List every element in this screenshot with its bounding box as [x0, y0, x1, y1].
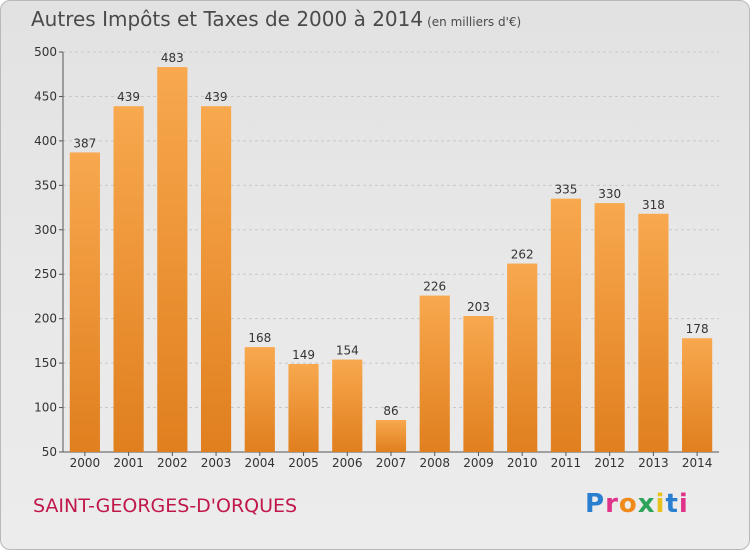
bar-value-label: 154 — [336, 344, 359, 358]
chart-title-text: Autres Impôts et Taxes de 2000 à 2014 — [31, 7, 424, 31]
bar — [682, 338, 713, 452]
bar-value-label: 203 — [467, 300, 490, 314]
y-tick-label: 150 — [34, 356, 57, 370]
bar — [113, 106, 144, 452]
x-tick-label: 2013 — [638, 456, 669, 470]
y-tick-label: 200 — [34, 312, 57, 326]
y-tick-label: 500 — [34, 45, 57, 59]
x-tick-label: 2006 — [332, 456, 363, 470]
bar-value-label: 483 — [161, 51, 184, 65]
bar — [638, 213, 669, 452]
bar-value-label: 149 — [292, 348, 315, 362]
bar-value-label: 335 — [554, 183, 577, 197]
x-tick-label: 2003 — [201, 456, 232, 470]
bar — [332, 359, 363, 452]
bar-value-label: 439 — [205, 90, 228, 104]
bar-value-label: 387 — [73, 136, 96, 150]
y-tick-label: 100 — [34, 401, 57, 415]
bar-value-label: 330 — [598, 187, 621, 201]
bar-value-label: 178 — [686, 322, 709, 336]
chart-title: Autres Impôts et Taxes de 2000 à 2014 (en… — [31, 7, 521, 31]
bar-value-label: 86 — [383, 404, 398, 418]
x-tick-label: 2012 — [594, 456, 625, 470]
x-tick-label: 2004 — [245, 456, 276, 470]
bar-value-label: 168 — [248, 331, 271, 345]
bar — [594, 203, 625, 452]
bar — [69, 152, 100, 452]
x-tick-label: 2011 — [551, 456, 582, 470]
x-tick-label: 2005 — [288, 456, 319, 470]
bar — [375, 420, 407, 452]
bar — [157, 67, 188, 452]
proxiti-logo: Proxiti — [585, 489, 689, 519]
bar — [200, 106, 232, 452]
bar — [288, 364, 319, 452]
commune-name: SAINT-GEORGES-D'ORQUES — [33, 495, 298, 517]
x-tick-label: 2002 — [157, 456, 188, 470]
x-tick-label: 2009 — [463, 456, 494, 470]
bar-value-label: 226 — [423, 280, 446, 294]
bar — [244, 347, 275, 452]
x-tick-label: 2014 — [682, 456, 713, 470]
chart-unit: (en milliers d'€) — [427, 15, 522, 29]
y-tick-label: 50 — [42, 445, 57, 459]
x-tick-label: 2010 — [507, 456, 538, 470]
bar — [463, 316, 494, 452]
bar-value-label: 439 — [117, 90, 140, 104]
y-tick-label: 450 — [34, 89, 57, 103]
bar — [550, 198, 582, 452]
y-tick-label: 350 — [34, 178, 57, 192]
y-tick-label: 400 — [34, 134, 57, 148]
bar-value-label: 318 — [642, 198, 665, 212]
bar — [419, 295, 450, 452]
x-tick-label: 2000 — [70, 456, 101, 470]
x-tick-label: 2001 — [113, 456, 144, 470]
bar — [507, 263, 538, 452]
x-tick-label: 2008 — [419, 456, 450, 470]
x-tick-label: 2007 — [376, 456, 407, 470]
y-tick-label: 250 — [34, 267, 57, 281]
y-tick-label: 300 — [34, 223, 57, 237]
bar-value-label: 262 — [511, 248, 534, 262]
